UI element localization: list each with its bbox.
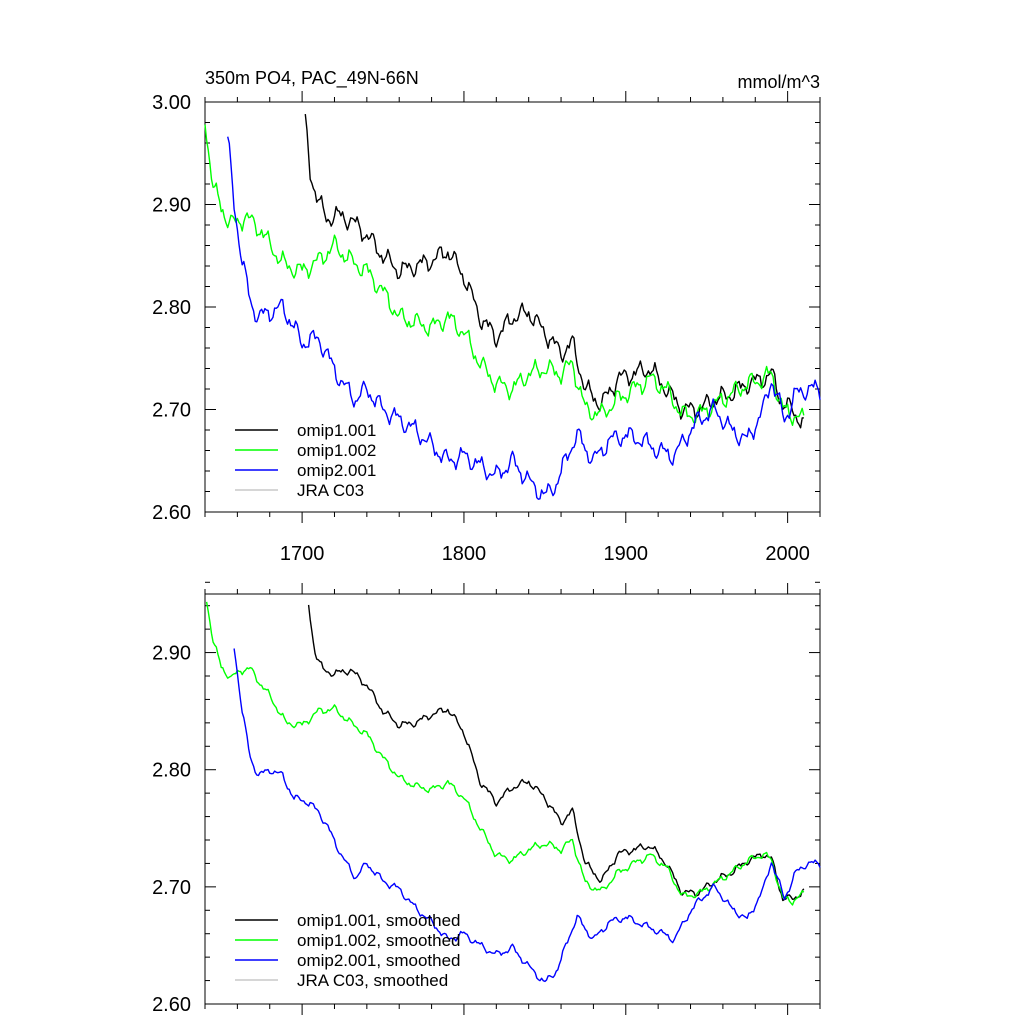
y-tick-label: 2.80	[152, 297, 191, 319]
y-tick-label: 3.00	[152, 92, 191, 114]
plot-frame	[204, 593, 821, 1005]
series-line-0	[307, 604, 805, 902]
figure-units: mmol/m^3	[738, 72, 820, 92]
legend-label: omip1.002, smoothed	[297, 931, 461, 950]
x-tick-label: 1800	[442, 543, 487, 565]
legend-label: omip1.001, smoothed	[297, 911, 461, 930]
bottom-panel: 2.60 2.70 2.80 2.90 omip1.001, smoothedomip1…	[152, 581, 821, 1016]
x-tick-label: 1900	[604, 543, 649, 565]
legend-label: omip1.002	[297, 441, 376, 460]
x-tick-label: 2000	[765, 543, 810, 565]
y-tick-label: 2.90	[152, 195, 191, 217]
legend-label: JRA C03, smoothed	[297, 971, 448, 990]
series-line-1	[205, 601, 805, 906]
y-tick-label: 2.60	[152, 502, 191, 524]
legend-label: JRA C03	[297, 481, 364, 500]
y-tick-label: 2.90	[152, 643, 191, 665]
x-tick-label: 1700	[280, 543, 325, 565]
legend-label: omip1.001	[297, 421, 376, 440]
y-tick-label: 2.70	[152, 400, 191, 422]
series-line-2	[233, 648, 821, 983]
figure-title: 350m PO4, PAC_49N-66N	[205, 68, 419, 89]
y-tick-label: 2.70	[152, 877, 191, 899]
y-tick-label: 2.60	[152, 994, 191, 1016]
legend-label: omip2.001, smoothed	[297, 951, 461, 970]
series-line-1	[204, 124, 805, 426]
y-tick-label: 2.80	[152, 760, 191, 782]
series-line-2	[227, 136, 821, 500]
series-line-0	[304, 114, 804, 429]
legend-label: omip2.001	[297, 461, 376, 480]
top-panel: 2.60 2.70 2.80 2.90 3.00 1700 1800 1900 2000 omip…	[152, 91, 821, 565]
